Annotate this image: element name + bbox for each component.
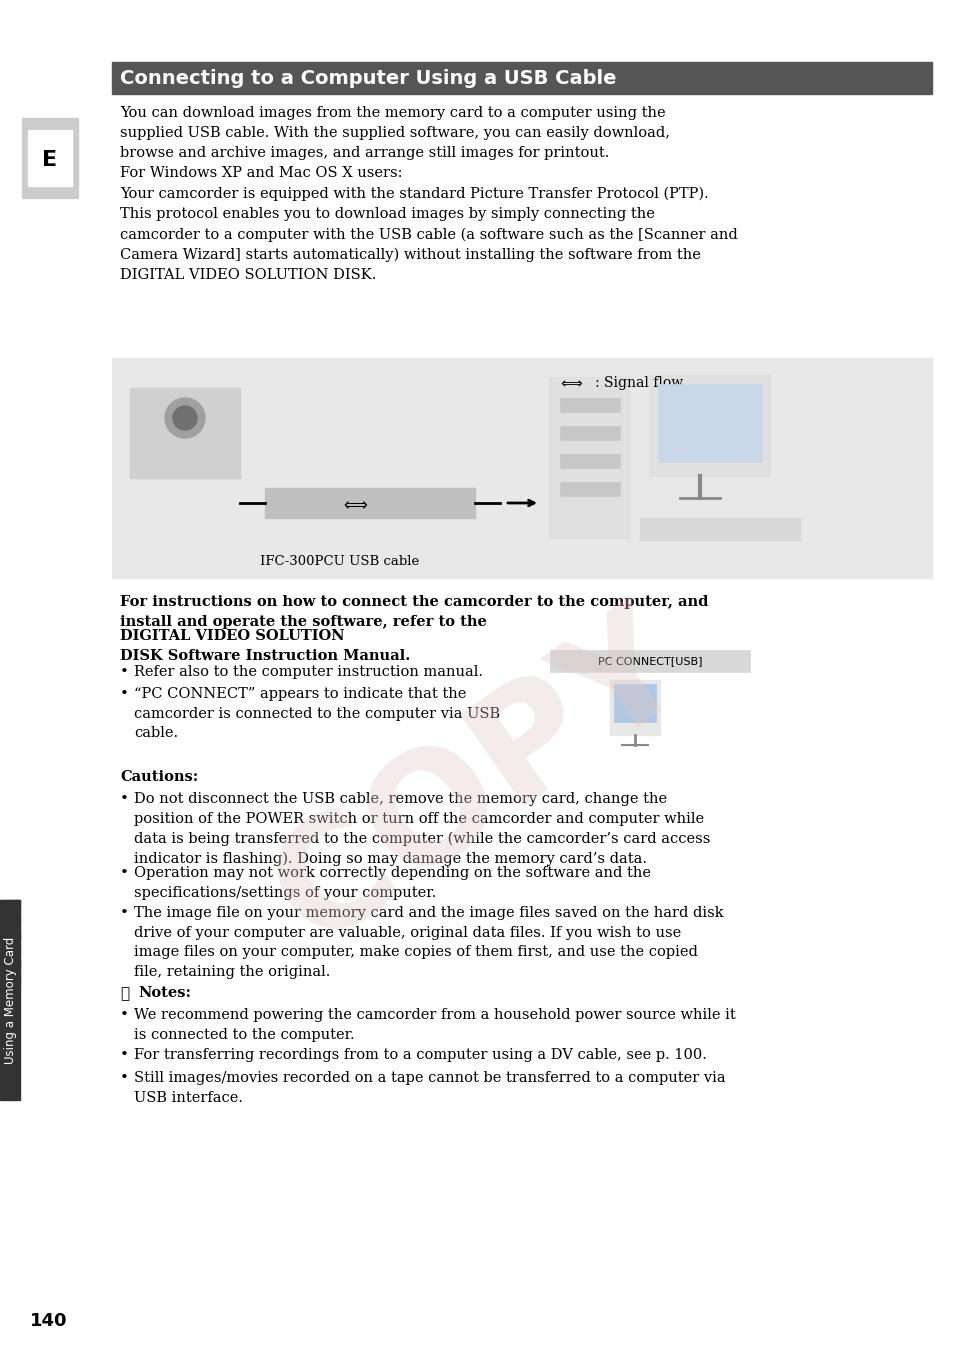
Text: We recommend powering the camcorder from a household power source while it
is co: We recommend powering the camcorder from… — [133, 1008, 735, 1042]
Bar — [0, 944, 20, 955]
Text: •: • — [120, 792, 129, 806]
Text: Do not disconnect the USB cable, remove the memory card, change the
position of : Do not disconnect the USB cable, remove … — [133, 792, 710, 866]
Bar — [550, 379, 629, 537]
Bar — [112, 62, 931, 94]
Bar — [649, 376, 769, 476]
Bar — [550, 650, 749, 672]
Text: •: • — [120, 906, 129, 920]
Bar — [265, 489, 475, 518]
Bar — [559, 455, 619, 468]
Text: •: • — [120, 1048, 129, 1063]
Bar — [550, 650, 749, 760]
Text: PC CONNECT[USB]: PC CONNECT[USB] — [598, 655, 701, 666]
Text: COPY: COPY — [247, 586, 712, 974]
Text: Still images/movies recorded on a tape cannot be transferred to a computer via
U: Still images/movies recorded on a tape c… — [133, 1071, 725, 1105]
Text: 140: 140 — [30, 1312, 68, 1330]
Text: •: • — [120, 1071, 129, 1086]
Bar — [0, 900, 20, 1101]
Bar — [559, 482, 619, 497]
Bar — [0, 915, 20, 925]
Text: Refer also to the computer instruction manual.: Refer also to the computer instruction m… — [133, 665, 482, 678]
Bar — [0, 900, 20, 911]
Bar — [22, 118, 78, 198]
Bar — [614, 684, 656, 722]
Bar — [559, 426, 619, 440]
Text: •: • — [120, 866, 129, 879]
Text: DIGITAL VIDEO SOLUTION
DISK Software Instruction Manual.: DIGITAL VIDEO SOLUTION DISK Software Ins… — [120, 630, 410, 662]
Text: Cautions:: Cautions: — [120, 769, 198, 784]
Bar — [0, 974, 20, 985]
Text: ⟺: ⟺ — [559, 376, 581, 391]
Text: •: • — [120, 665, 129, 678]
Bar — [130, 388, 240, 478]
Text: IFC-300PCU USB cable: IFC-300PCU USB cable — [260, 555, 419, 569]
Text: 📋: 📋 — [120, 987, 129, 1001]
Bar — [0, 930, 20, 940]
Text: : Signal flow: : Signal flow — [595, 376, 682, 389]
Bar — [639, 518, 800, 540]
Bar — [559, 398, 619, 413]
Bar — [609, 680, 659, 735]
Circle shape — [165, 398, 205, 438]
Bar — [112, 358, 931, 578]
Text: E: E — [42, 151, 57, 170]
Text: Connecting to a Computer Using a USB Cable: Connecting to a Computer Using a USB Cab… — [120, 68, 616, 87]
Bar — [0, 959, 20, 970]
Bar — [658, 384, 761, 461]
Text: •: • — [120, 1008, 129, 1022]
Text: Notes:: Notes: — [138, 987, 191, 1000]
Text: For instructions on how to connect the camcorder to the computer, and
install an: For instructions on how to connect the c… — [120, 594, 708, 628]
Text: Operation may not work correctly depending on the software and the
specification: Operation may not work correctly dependi… — [133, 866, 650, 900]
Text: Using a Memory Card: Using a Memory Card — [4, 936, 16, 1064]
Bar — [28, 130, 71, 186]
Text: “PC CONNECT” appears to indicate that the
camcorder is connected to the computer: “PC CONNECT” appears to indicate that th… — [133, 687, 499, 740]
Text: For transferring recordings from to a computer using a DV cable, see p. 100.: For transferring recordings from to a co… — [133, 1048, 706, 1063]
Text: •: • — [120, 687, 129, 702]
Circle shape — [172, 406, 196, 430]
Text: The image file on your memory card and the image files saved on the hard disk
dr: The image file on your memory card and t… — [133, 906, 723, 978]
Text: ⟺: ⟺ — [343, 497, 367, 514]
Text: You can download images from the memory card to a computer using the
supplied US: You can download images from the memory … — [120, 106, 737, 282]
